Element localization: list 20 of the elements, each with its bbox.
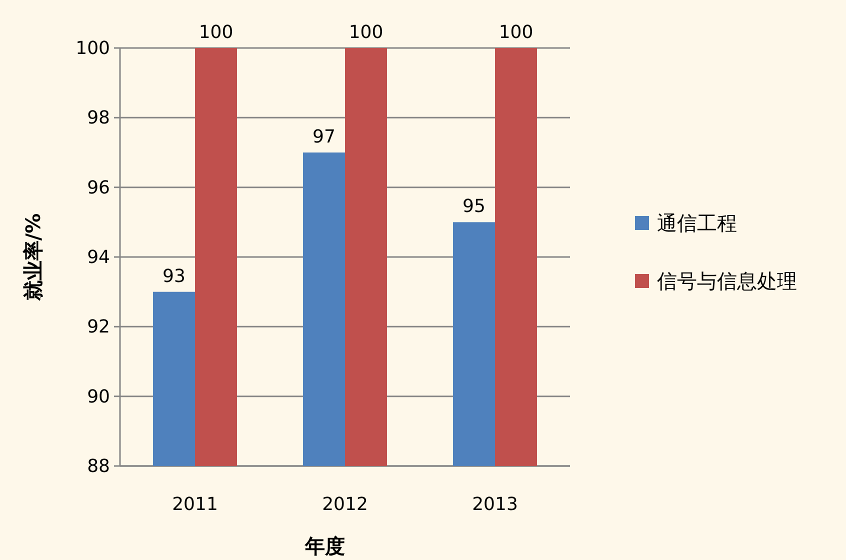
y-tick-label: 100	[76, 38, 110, 59]
y-tick-label: 88	[87, 456, 110, 477]
legend-label: 信号与信息处理	[657, 269, 797, 293]
x-tick-label: 2011	[172, 494, 218, 515]
data-label: 95	[462, 196, 486, 218]
data-label: 93	[162, 266, 186, 287]
data-label: 100	[348, 22, 384, 43]
legend-label: 通信工程	[657, 211, 737, 235]
y-tick-label: 96	[87, 177, 110, 198]
y-tick-label: 90	[87, 386, 110, 408]
data-label: 97	[312, 126, 336, 148]
y-tick-label: 92	[87, 316, 110, 338]
data-label: 100	[198, 22, 234, 43]
y-tick-label: 94	[87, 247, 110, 268]
y-axis-title: 就业率/%	[21, 213, 45, 302]
y-tick-label: 98	[87, 108, 110, 129]
x-tick-label: 2012	[322, 494, 368, 515]
x-tick-label: 2013	[472, 494, 518, 515]
x-axis-title: 年度	[304, 534, 345, 558]
data-label: 100	[498, 22, 534, 43]
